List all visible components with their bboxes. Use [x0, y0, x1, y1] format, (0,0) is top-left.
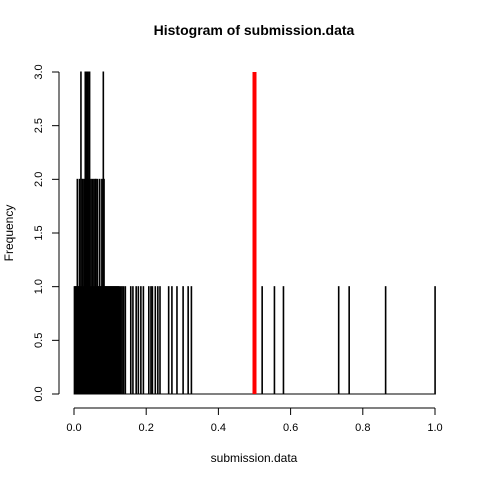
histogram-bar	[124, 286, 127, 395]
histogram-bar	[118, 286, 121, 395]
histogram-bar	[157, 286, 159, 395]
chart-title: Histogram of submission.data	[154, 22, 355, 38]
y-tick-label: 1.5	[33, 225, 45, 240]
histogram-bar	[282, 286, 285, 395]
histogram-bar	[142, 286, 145, 395]
y-tick-label: 0.0	[33, 386, 45, 401]
histogram-bar	[148, 286, 150, 395]
y-axis-ticks: 0.0 0.5 1.0 1.5 2.0 2.5 3.0	[33, 64, 59, 402]
histogram-bar	[434, 286, 436, 395]
histogram-bar	[171, 286, 173, 395]
histogram-bar	[348, 286, 350, 395]
histogram-bar	[273, 286, 276, 395]
y-tick-label: 0.5	[33, 333, 45, 348]
x-tick-label: 0.4	[211, 422, 226, 434]
histogram-bar	[337, 286, 340, 395]
y-axis-label: Frequency	[2, 205, 16, 262]
y-tick-label: 2.5	[33, 118, 45, 133]
x-tick-label: 0.6	[283, 422, 298, 434]
histogram-bar	[135, 286, 137, 395]
bars-layer	[73, 71, 436, 395]
x-axis-ticks: 0.0 0.2 0.4 0.6 0.8 1.0	[66, 408, 443, 434]
histogram-bar	[167, 286, 170, 395]
histogram-bar	[122, 286, 125, 395]
y-tick-label: 2.0	[33, 172, 45, 187]
histogram-bar	[190, 286, 193, 395]
histogram-bar	[119, 286, 122, 395]
x-tick-label: 1.0	[427, 422, 442, 434]
x-tick-label: 0.8	[355, 422, 370, 434]
histogram-bar	[182, 286, 184, 395]
histogram-bar	[261, 286, 263, 395]
histogram-bar	[121, 286, 123, 395]
histogram-bar	[150, 286, 152, 395]
x-tick-label: 0.2	[139, 422, 154, 434]
y-tick-label: 1.0	[33, 279, 45, 294]
histogram-bar	[154, 286, 157, 395]
histogram-bar	[187, 286, 189, 395]
histogram-bar	[159, 286, 161, 395]
histogram-bar	[151, 286, 154, 395]
histogram-bar	[140, 286, 142, 395]
x-tick-label: 0.0	[66, 422, 81, 434]
histogram-bar	[137, 286, 140, 395]
y-tick-label: 3.0	[33, 64, 45, 79]
histogram-bar	[176, 286, 178, 395]
x-axis-label: submission.data	[211, 451, 298, 465]
histogram-bar	[384, 286, 387, 395]
histogram-bar	[132, 286, 134, 395]
histogram-bar	[129, 286, 132, 395]
